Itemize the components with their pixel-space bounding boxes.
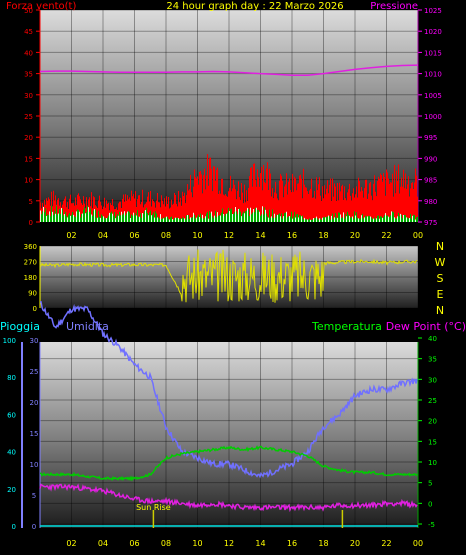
wind-tick-label: 30 — [24, 92, 33, 100]
temperature-line — [40, 445, 418, 482]
humidity-tick-label: 5 — [32, 492, 36, 500]
x-tick-label: 12 — [224, 231, 234, 240]
wind-tick-label: 5 — [29, 198, 33, 206]
x-tick-label: 10 — [192, 539, 202, 548]
temperature-tick-label: 20 — [428, 418, 437, 426]
wind-tick-label: 35 — [24, 71, 33, 79]
temperature-tick-label: 0 — [428, 500, 432, 508]
chart-title: 24 hour graph day : 22 Marzo 2026 — [166, 1, 343, 12]
wind-axis-label: Forza vento(t) — [6, 1, 76, 12]
wind-tick-label: 25 — [24, 113, 33, 121]
temperature-tick-label: 35 — [428, 356, 437, 364]
temperature-tick-label: -5 — [428, 521, 435, 529]
x-tick-label: 22 — [381, 231, 391, 240]
x-tick-label: 02 — [66, 539, 76, 548]
x-tick-label: 14 — [255, 231, 265, 240]
pressure-tick-label: 1015 — [424, 49, 442, 57]
wind-tick-label: 45 — [24, 28, 33, 36]
x-tick-label: 18 — [318, 231, 328, 240]
wind-tick-label: 40 — [24, 49, 33, 57]
wind-tick-label: 0 — [29, 219, 33, 227]
humidity-tick-label: 20 — [30, 399, 39, 407]
x-tick-label: 16 — [287, 539, 297, 548]
pressure-tick-label: 995 — [424, 134, 437, 142]
temp-panel-bg — [40, 342, 418, 528]
compass-label: W — [435, 256, 446, 269]
pressure-tick-label: 985 — [424, 177, 437, 185]
x-tick-label: 16 — [287, 231, 297, 240]
x-tick-label: 04 — [98, 231, 108, 240]
pressure-tick-label: 990 — [424, 155, 437, 163]
humidity-tick-label: 10 — [30, 461, 39, 469]
compass-label: N — [436, 304, 444, 317]
pressure-tick-label: 1010 — [424, 71, 442, 79]
pressure-line — [39, 64, 419, 77]
x-tick-label: 22 — [381, 539, 391, 548]
direction-tick-label: 360 — [24, 243, 37, 251]
humidity-tick-label: 15 — [30, 430, 39, 438]
humidity-tick-label: 25 — [30, 368, 39, 376]
compass-label: E — [437, 288, 444, 301]
pressure-tick-label: 1005 — [424, 92, 442, 100]
pressure-tick-label: 980 — [424, 198, 437, 206]
dewpoint-line — [39, 483, 418, 513]
temperature-label: Temperatura — [311, 320, 382, 333]
rain-tick-label: 100 — [3, 337, 16, 345]
compass-label: S — [437, 272, 444, 285]
wind-tick-label: 20 — [24, 134, 33, 142]
pressure-tick-label: 975 — [424, 219, 437, 227]
temperature-tick-label: 5 — [428, 480, 432, 488]
dewpoint-label: Dew Point (°C) — [386, 320, 466, 333]
pressure-axis-label: Pressione — [370, 1, 418, 12]
direction-tick-label: 90 — [28, 290, 37, 298]
x-tick-label: 10 — [192, 231, 202, 240]
humidity-label: Umidita — [66, 320, 109, 333]
wind-tick-label: 50 — [24, 7, 33, 15]
pressure-tick-label: 1020 — [424, 28, 442, 36]
wind-tick-label: 10 — [24, 177, 33, 185]
x-tick-label: 04 — [98, 539, 108, 548]
direction-trace — [39, 249, 418, 303]
temperature-tick-label: 15 — [428, 438, 437, 446]
pressure-tick-label: 1000 — [424, 113, 442, 121]
rain-tick-label: 40 — [7, 449, 16, 457]
x-tick-label: 00 — [413, 539, 423, 548]
rain-tick-label: 20 — [7, 486, 16, 494]
rain-tick-label: 60 — [7, 411, 16, 419]
direction-tick-label: 180 — [24, 274, 37, 282]
rain-tick-label: 0 — [12, 523, 16, 531]
pressure-tick-label: 1025 — [424, 7, 442, 15]
sunrise-label: Sun Rise — [136, 503, 171, 512]
x-tick-label: 06 — [129, 539, 139, 548]
temperature-tick-label: 25 — [428, 397, 437, 405]
x-tick-label: 20 — [350, 231, 360, 240]
mean-wind-bars — [40, 205, 418, 222]
temperature-tick-label: 30 — [428, 376, 437, 384]
compass-label: N — [436, 240, 444, 253]
x-tick-label: 12 — [224, 539, 234, 548]
x-tick-label: 08 — [161, 231, 171, 240]
x-tick-label: 02 — [66, 231, 76, 240]
humidity-tick-label: 30 — [30, 337, 39, 345]
temperature-tick-label: 10 — [428, 459, 437, 467]
x-tick-label: 00 — [413, 231, 423, 240]
temperature-tick-label: 40 — [428, 335, 437, 343]
wind-panel-bg — [40, 10, 418, 222]
rain-tick-label: 80 — [7, 374, 16, 382]
x-tick-label: 14 — [255, 539, 265, 548]
direction-tick-label: 270 — [24, 259, 37, 267]
x-tick-label: 08 — [161, 539, 171, 548]
humidity-line — [40, 301, 418, 479]
direction-tick-label: 0 — [33, 305, 37, 313]
x-tick-label: 18 — [318, 539, 328, 548]
x-tick-label: 06 — [129, 231, 139, 240]
wind-tick-label: 15 — [24, 155, 33, 163]
x-tick-label: 20 — [350, 539, 360, 548]
humidity-tick-label: 0 — [32, 523, 36, 531]
rain-label: Pioggia — [0, 320, 40, 333]
